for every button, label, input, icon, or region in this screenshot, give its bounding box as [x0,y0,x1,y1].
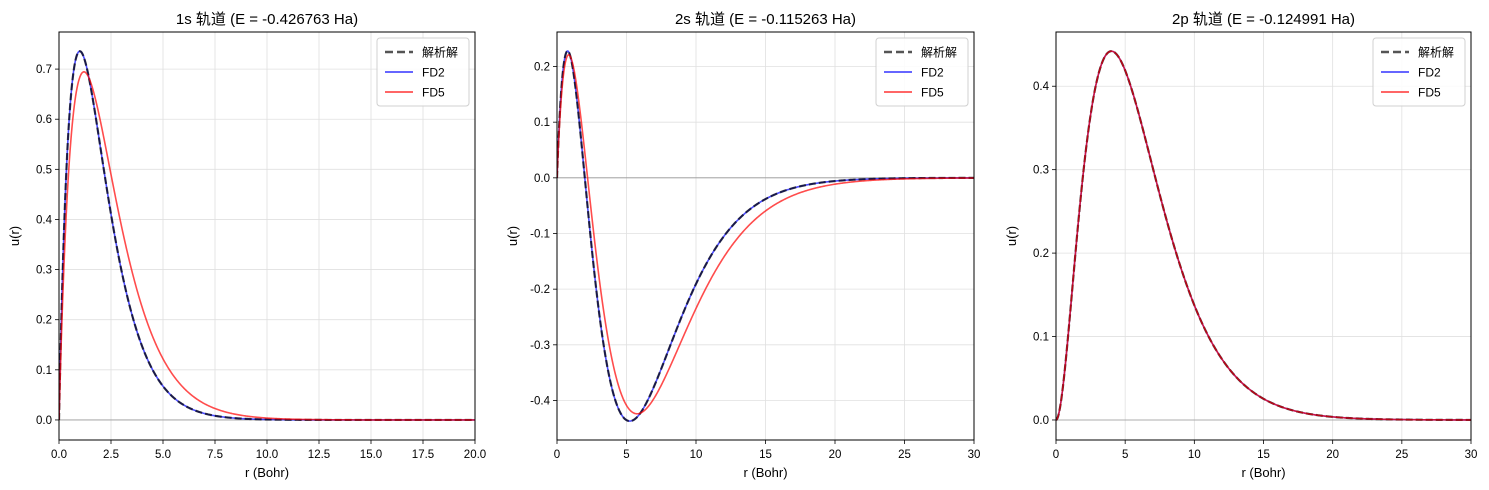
y-axis-label: u(r) [7,226,22,246]
x-tick-label: 20 [1326,449,1339,461]
legend-frame [875,37,969,107]
y-tick-label: 0.2 [36,315,52,327]
chart-title: 2p 轨道 (E = -0.124991 Ha) [1172,11,1355,28]
x-tick-label: 25 [898,449,911,461]
ticks: 0 5 10 15 20 25 30 0.0 0.1 0.2 0.3 0.4 [1033,81,1477,461]
legend-label: FD5 [921,86,944,100]
legend-label: FD5 [1418,86,1441,100]
x-tick-label: 7.5 [207,449,223,461]
y-tick-label: -0.3 [530,340,550,352]
ticks: 0.0 2.5 5.0 7.5 10.0 12.5 15.0 17.5 20.0 0.0 0.1 0.… [36,64,486,461]
grid [58,32,476,440]
x-tick-label: 30 [968,449,981,461]
plot-area: 0.0 2.5 5.0 7.5 10.0 12.5 15.0 17.5 20.0 0.0 0.1 0.… [36,31,486,461]
chart-panel-2p: 0 5 10 15 20 25 30 0.0 0.1 0.2 0.3 0.4 解析解 FD2 FD5 2p … [1004,11,1477,480]
x-tick-label: 0 [554,449,560,461]
y-tick-label: 0.3 [36,265,52,277]
series-line-fd5 [1056,50,1471,421]
y-axis-label: u(r) [1004,226,1019,246]
y-tick-label: 0.0 [36,415,52,427]
legend-label: FD2 [422,66,445,80]
chart-title: 1s 轨道 (E = -0.426763 Ha) [176,11,358,28]
chart-panel-2s: 0 5 10 15 20 25 30 -0.4 -0.3 -0.2 -0.1 0.0 0.1 0.2 解析解… [505,11,980,480]
legend-frame [376,37,470,107]
y-tick-label: -0.4 [530,395,550,407]
y-tick-label: 0.1 [534,117,550,129]
legend-label: 解析解 [1418,46,1454,60]
x-axis-label: r (Bohr) [1241,465,1285,480]
x-tick-label: 15 [759,449,772,461]
y-tick-label: 0.1 [36,365,52,377]
x-tick-label: 20 [829,449,842,461]
x-tick-label: 0 [1053,449,1059,461]
y-tick-label: 0.7 [36,64,52,76]
x-tick-label: 12.5 [308,449,330,461]
series-line-fd5 [557,54,974,415]
legend-label: 解析解 [921,46,957,60]
y-tick-label: 0.3 [1033,165,1049,177]
x-tick-label: 5.0 [155,449,171,461]
y-tick-label: 0.2 [1033,248,1049,260]
legend-label: 解析解 [422,46,458,60]
legend-label: FD5 [422,86,445,100]
y-axis-label: u(r) [505,226,520,246]
x-tick-label: 30 [1465,449,1478,461]
x-tick-label: 10 [690,449,703,461]
y-tick-label: 0.6 [36,114,52,126]
y-tick-label: 0.2 [534,62,550,74]
x-tick-label: 2.5 [103,449,119,461]
x-tick-label: 5 [623,449,629,461]
series-lines [557,49,974,423]
x-tick-label: 25 [1395,449,1408,461]
y-tick-label: 0.4 [1033,81,1050,93]
y-tick-label: 0.0 [1033,415,1049,427]
x-tick-label: 5 [1122,449,1128,461]
x-axis-label: r (Bohr) [245,465,289,480]
plot-area: 0 5 10 15 20 25 30 -0.4 -0.3 -0.2 -0.1 0.0 0.1 0.2 解析解… [530,31,980,461]
x-tick-label: 10 [1188,449,1201,461]
y-tick-label: 0.5 [36,164,52,176]
y-tick-label: 0.1 [1033,332,1049,344]
chart-title: 2s 轨道 (E = -0.115263 Ha) [675,11,856,28]
chart-panel-1s: 0.0 2.5 5.0 7.5 10.0 12.5 15.0 17.5 20.0 0.0 0.1 0.… [7,11,486,480]
legend-label: FD2 [1418,66,1441,80]
x-tick-label: 20.0 [464,449,486,461]
legend-frame [1372,37,1466,107]
x-tick-label: 15.0 [360,449,382,461]
plot-area: 0 5 10 15 20 25 30 0.0 0.1 0.2 0.3 0.4 解析解 FD2 FD5 [1033,31,1477,461]
y-tick-label: -0.1 [530,228,550,240]
legend: 解析解 FD2 FD5 [376,37,470,107]
legend-label: FD2 [921,66,944,80]
y-tick-label: 0.0 [534,173,550,185]
x-tick-label: 15 [1257,449,1270,461]
series-line-fd5 [59,71,475,421]
series-lines [1056,50,1471,422]
x-axis-label: r (Bohr) [743,465,787,480]
y-tick-label: 0.4 [36,214,53,226]
series-lines [59,50,475,422]
x-tick-label: 10.0 [256,449,278,461]
x-tick-label: 0.0 [51,449,67,461]
x-tick-label: 17.5 [412,449,434,461]
y-tick-label: -0.2 [530,284,550,296]
legend: 解析解 FD2 FD5 [875,37,969,107]
legend: 解析解 FD2 FD5 [1372,37,1466,107]
ticks: 0 5 10 15 20 25 30 -0.4 -0.3 -0.2 -0.1 0.0 0.1 0.2 [530,62,980,461]
